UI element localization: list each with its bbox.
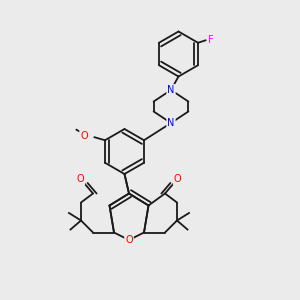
Text: O: O — [76, 174, 84, 184]
Text: F: F — [208, 35, 214, 45]
Text: N: N — [167, 118, 175, 128]
Text: N: N — [167, 85, 175, 95]
Text: O: O — [80, 131, 88, 141]
Text: O: O — [125, 235, 133, 245]
Text: O: O — [174, 174, 182, 184]
